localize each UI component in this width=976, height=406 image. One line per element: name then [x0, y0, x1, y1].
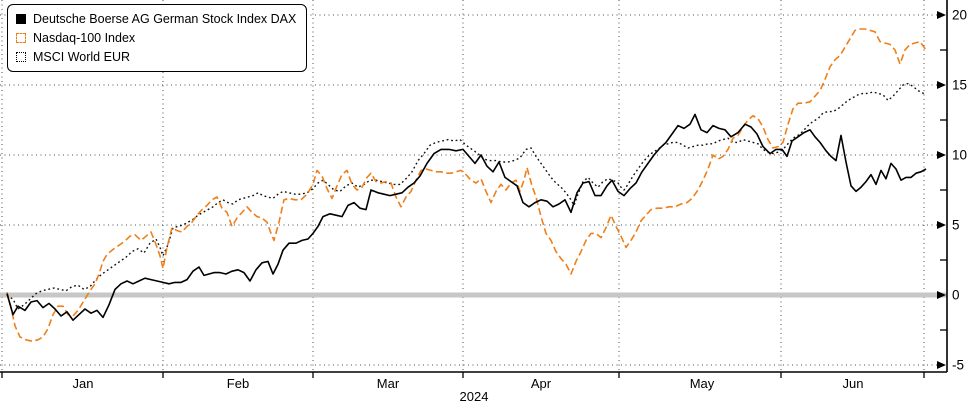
year-label: 2024 [460, 389, 489, 404]
y-tick-arrow-icon [937, 81, 946, 89]
month-label: Feb [227, 376, 249, 391]
dax-series-swatch-icon [16, 13, 26, 24]
legend-label-msci: MSCI World EUR [33, 49, 131, 64]
y-tick-label: 10 [952, 148, 967, 163]
y-tick-label: 20 [952, 8, 967, 23]
y-tick-arrow-icon [937, 361, 946, 369]
legend-item-dax[interactable]: Deutsche Boerse AG German Stock Index DA… [16, 9, 296, 28]
legend-label-dax: Deutsche Boerse AG German Stock Index DA… [33, 11, 297, 26]
legend: Deutsche Boerse AG German Stock Index DA… [7, 4, 308, 72]
msci-series-swatch-icon [16, 51, 26, 62]
month-label: Jan [73, 376, 94, 391]
y-tick-label: 0 [952, 288, 960, 303]
y-tick-arrow-icon [937, 221, 946, 229]
legend-item-nasdaq[interactable]: Nasdaq-100 Index [16, 28, 296, 47]
nasdaq-series-swatch-icon [16, 32, 26, 43]
y-tick-label: -5 [952, 358, 964, 373]
series-line-nasdaq [6, 28, 927, 343]
y-tick-arrow-icon [937, 11, 946, 19]
month-label: Jun [843, 376, 864, 391]
month-label: Apr [531, 376, 552, 391]
series-line-dax [6, 113, 927, 322]
legend-label-nasdaq: Nasdaq-100 Index [33, 30, 136, 45]
month-label: Mar [377, 376, 400, 391]
y-tick-arrow-icon [937, 151, 946, 159]
y-tick-arrow-icon [937, 291, 946, 299]
y-tick-label: 15 [952, 78, 967, 93]
legend-item-msci[interactable]: MSCI World EUR [16, 47, 296, 66]
month-label: May [690, 376, 715, 391]
y-tick-label: 5 [952, 218, 960, 233]
series-line-msci [6, 82, 927, 310]
